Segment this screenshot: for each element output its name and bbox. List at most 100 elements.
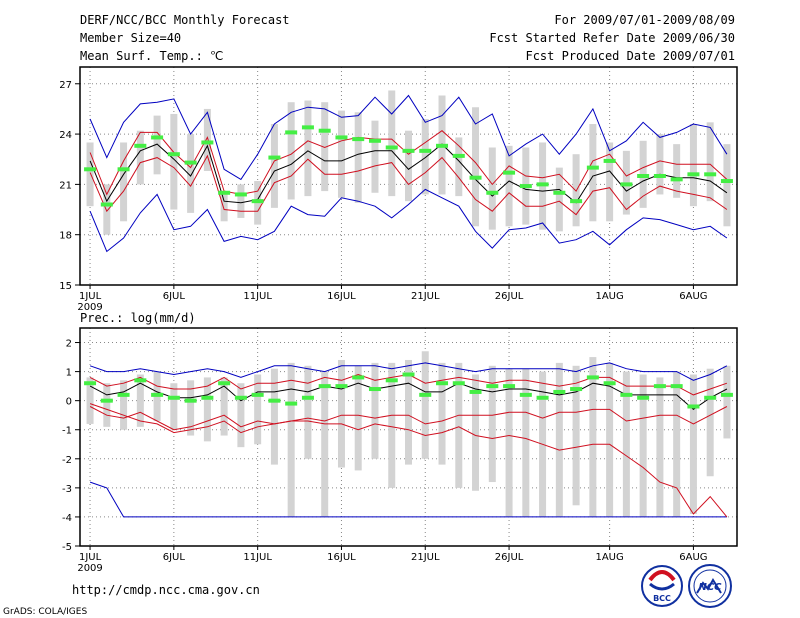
ensemble-box — [388, 90, 396, 197]
y-tick-label: -3 — [62, 484, 72, 495]
ensemble-box — [103, 383, 111, 427]
observed-marker — [653, 384, 666, 389]
ensemble-box — [689, 374, 697, 515]
ensemble-box — [455, 362, 463, 488]
observed-marker — [469, 175, 482, 180]
ensemble-box — [237, 184, 245, 218]
observed-marker — [301, 395, 314, 400]
observed-marker — [385, 145, 398, 150]
x-tick-label: 16JUL — [327, 552, 356, 563]
ensemble-box — [522, 368, 530, 517]
member-size-label: Member Size=40 — [80, 31, 181, 45]
observed-marker — [218, 190, 231, 195]
y-tick-label: -2 — [62, 455, 72, 466]
y-tick-label: 24 — [59, 130, 72, 141]
observed-marker — [167, 395, 180, 400]
ensemble-box — [723, 365, 731, 439]
observed-marker — [234, 395, 247, 400]
observed-marker — [251, 392, 264, 397]
observed-marker — [285, 130, 298, 135]
ncc-logo: NCC — [688, 564, 732, 608]
ensemble-box — [639, 374, 647, 517]
x-tick-label: 6AUG — [679, 552, 707, 563]
observed-marker — [117, 167, 130, 172]
ensemble-max-line — [89, 94, 728, 181]
observed-marker — [452, 381, 465, 386]
observed-marker — [218, 381, 231, 386]
observed-marker — [503, 170, 516, 175]
observed-marker — [670, 384, 683, 389]
ensemble-box — [354, 365, 362, 471]
observed-marker — [720, 179, 733, 184]
period-label: For 2009/07/01-2009/08/09 — [554, 13, 735, 27]
observed-marker — [536, 182, 549, 187]
temperature-panel: 15 18 21 24 27 1JUL 6JUL 11JUL 16JUL 21JUL 26JUL 1A… — [59, 66, 738, 313]
observed-marker — [402, 148, 415, 153]
ensemble-box — [371, 120, 379, 193]
observed-marker — [285, 401, 298, 406]
x-tick-label: 11JUL — [243, 552, 272, 563]
observed-marker — [84, 381, 97, 386]
observed-marker — [419, 148, 432, 153]
observed-marker — [486, 384, 499, 389]
y-tick-label: 1 — [66, 368, 72, 379]
ensemble-box — [136, 374, 144, 427]
spread-lower-line — [89, 154, 728, 216]
ensemble-box — [187, 380, 195, 436]
ensemble-box — [706, 368, 714, 477]
x-tick-label: 6JUL — [163, 291, 186, 302]
ensemble-box — [187, 134, 195, 213]
ensemble-box — [555, 167, 563, 232]
ensemble-box — [706, 122, 714, 202]
x-tick-label: 21JUL — [411, 552, 440, 563]
spread-low-line — [89, 403, 728, 518]
observed-marker — [151, 392, 164, 397]
observed-marker — [201, 140, 214, 145]
ensemble-box — [572, 365, 580, 506]
observed-marker — [720, 392, 733, 397]
ensemble-box — [472, 374, 480, 491]
observed-marker — [486, 190, 499, 195]
observed-marker — [268, 155, 281, 160]
observed-marker — [436, 381, 449, 386]
x-tick-label: 1JUL — [79, 552, 102, 563]
ensemble-box — [103, 184, 111, 235]
year-label: 2009 — [77, 563, 102, 574]
observed-marker — [704, 395, 717, 400]
observed-marker — [184, 160, 197, 165]
ensemble-box — [86, 142, 94, 207]
observed-marker — [251, 199, 264, 204]
ensemble-box — [589, 124, 597, 222]
ensemble-box — [589, 357, 597, 517]
ensemble-box — [270, 124, 278, 208]
observed-marker — [151, 135, 164, 140]
grads-credit: GrADS: COLA/IGES — [3, 607, 87, 617]
ensemble-box — [254, 374, 262, 445]
observed-marker — [586, 375, 599, 380]
observed-marker — [352, 375, 365, 380]
observed-marker — [352, 137, 365, 142]
observed-marker — [687, 404, 700, 409]
ensemble-box — [270, 368, 278, 465]
observed-marker — [268, 398, 281, 403]
y-tick-label: 18 — [59, 231, 72, 242]
ensemble-box — [321, 371, 329, 517]
ensemble-box — [304, 100, 312, 197]
ensemble-max-line — [89, 362, 728, 381]
observed-marker — [519, 392, 532, 397]
ensemble-box — [321, 102, 329, 192]
observed-marker — [134, 378, 147, 383]
observed-marker — [318, 384, 331, 389]
observed-marker — [402, 372, 415, 377]
ensemble-box — [354, 112, 362, 203]
observed-marker — [603, 381, 616, 386]
observed-marker — [335, 384, 348, 389]
ensemble-box — [405, 359, 412, 465]
bcc-logo: BCC — [641, 565, 683, 607]
observed-marker — [687, 172, 700, 177]
ensemble-box — [304, 365, 312, 459]
observed-marker — [653, 174, 666, 178]
y-tick-label: 21 — [59, 180, 72, 191]
observed-marker — [570, 199, 583, 204]
